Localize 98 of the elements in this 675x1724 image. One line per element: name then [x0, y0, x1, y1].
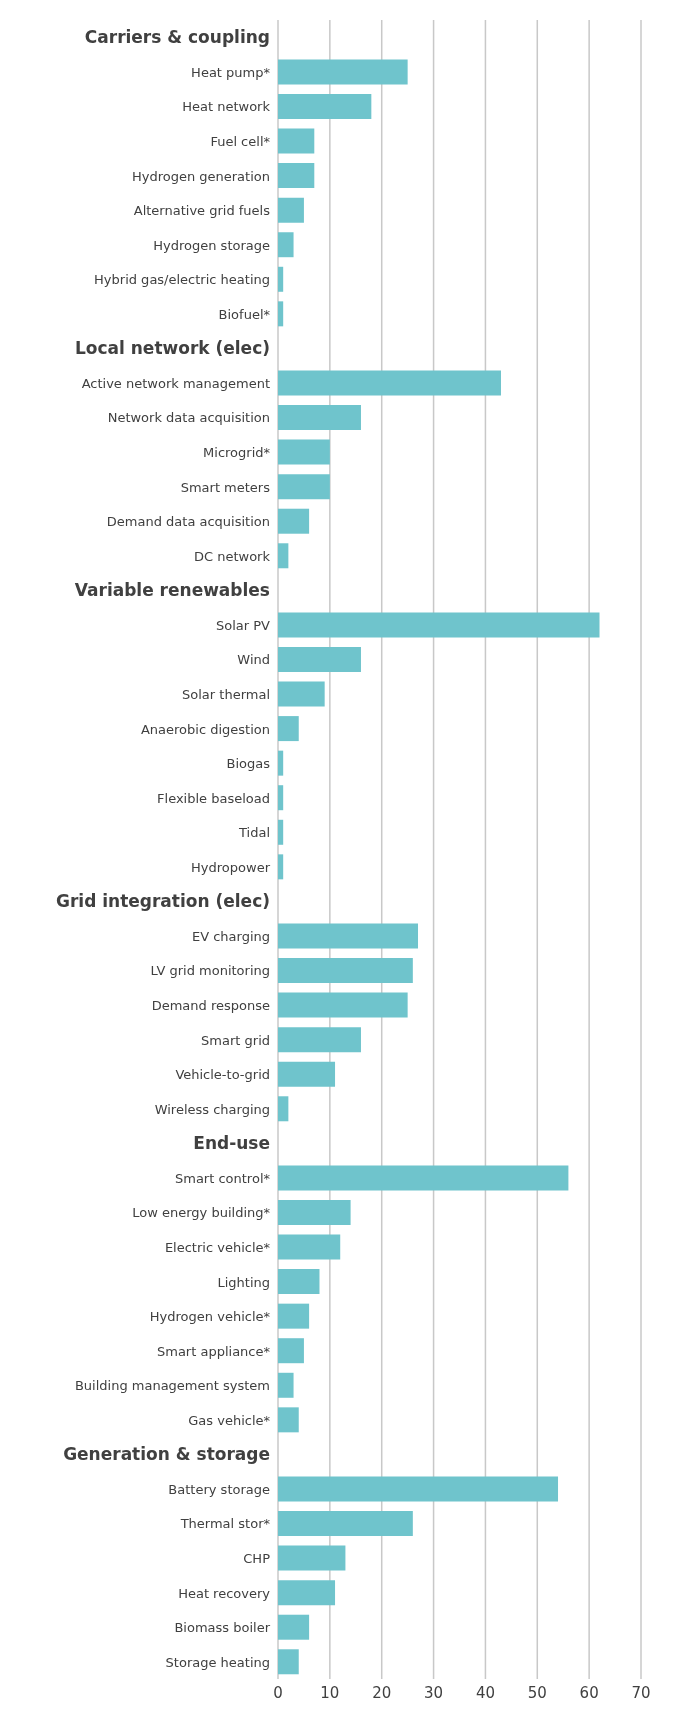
x-tick-label: 70 [631, 1683, 651, 1702]
y-tick-label: Electric vehicle* [164, 1239, 271, 1255]
bar [278, 59, 408, 85]
bar [278, 1338, 304, 1364]
y-tick-label: Thermal stor* [179, 1516, 271, 1532]
y-tick-label: DC network [193, 548, 271, 564]
y-tick-label: Tidal [238, 825, 270, 841]
bar [278, 1649, 299, 1675]
bar [278, 1027, 361, 1053]
x-tick-label: 60 [579, 1683, 599, 1702]
y-tick-label: CHP [243, 1551, 271, 1567]
x-tick-label: 20 [372, 1683, 392, 1702]
y-tick-label: Variable renewables [74, 580, 270, 601]
x-tick-label: 40 [475, 1683, 495, 1702]
y-tick-label: Smart grid [201, 1032, 270, 1048]
y-tick-label: Flexible baseload [157, 790, 270, 806]
y-tick-label: Carriers & coupling [84, 27, 270, 48]
bar [278, 1614, 310, 1640]
y-tick-label: Hydropower [191, 859, 271, 875]
bar [278, 1061, 336, 1087]
y-tick-label: Biogas [226, 756, 271, 772]
bar [278, 1407, 299, 1433]
bar [278, 370, 501, 396]
bar [278, 1580, 336, 1606]
bar [278, 646, 361, 672]
bar [278, 750, 284, 776]
y-tick-label: Storage heating [165, 1654, 270, 1670]
y-tick-label: End-use [193, 1133, 270, 1154]
bar [278, 854, 284, 880]
y-tick-label: Solar thermal [182, 686, 270, 702]
y-tick-label: Heat recovery [178, 1585, 271, 1601]
y-tick-label: Wind [237, 652, 270, 668]
y-tick-label: Hybrid gas/electric heating [94, 272, 270, 288]
bar [278, 612, 600, 638]
y-tick-label: Hydrogen generation [131, 168, 270, 184]
x-tick-label: 10 [320, 1683, 340, 1702]
bar [278, 1269, 320, 1295]
bar [278, 128, 315, 154]
bar [278, 958, 413, 984]
y-tick-label: Smart appliance* [156, 1343, 271, 1359]
bar [278, 1372, 294, 1398]
y-tick-label: Hydrogen vehicle* [149, 1309, 271, 1325]
y-tick-label: Fuel cell* [210, 133, 271, 149]
y-tick-label: LV grid monitoring [150, 963, 270, 979]
y-tick-label: Low energy building* [132, 1205, 271, 1221]
bar [278, 1165, 569, 1191]
bar [278, 992, 408, 1018]
x-tick-label: 0 [273, 1683, 283, 1702]
y-tick-label: Alternative grid fuels [133, 203, 271, 219]
y-tick-label: Gas vehicle* [188, 1412, 271, 1428]
y-tick-label: Heat network [182, 99, 271, 115]
x-tick-label: 30 [424, 1683, 444, 1702]
y-tick-label: Vehicle-to-grid [175, 1067, 270, 1083]
bar [278, 1476, 559, 1502]
y-tick-label: Wireless charging [154, 1101, 270, 1117]
x-tick-label: 50 [527, 1683, 547, 1702]
y-tick-label: Demand data acquisition [106, 514, 270, 530]
y-tick-label: Active network management [81, 375, 270, 391]
bar [278, 232, 294, 258]
bar [278, 1199, 351, 1225]
y-tick-label: Anaerobic digestion [140, 721, 270, 737]
y-tick-label: Battery storage [168, 1481, 270, 1497]
bar [278, 93, 372, 119]
bar [278, 405, 361, 431]
y-tick-label: Biomass boiler [174, 1620, 271, 1636]
bar [278, 923, 419, 949]
bar [278, 1096, 289, 1122]
y-tick-label: Lighting [217, 1274, 270, 1290]
bar [278, 819, 284, 845]
bar [278, 543, 289, 569]
y-tick-label: Biofuel* [218, 306, 271, 322]
y-tick-label: Building management system [74, 1378, 270, 1394]
y-tick-label: Smart meters [180, 479, 271, 495]
y-tick-label: Solar PV [216, 617, 271, 633]
bar [278, 301, 284, 327]
y-tick-label: EV charging [191, 928, 270, 944]
bar [278, 1511, 413, 1537]
bar [278, 266, 284, 292]
bar [278, 716, 299, 742]
bar [278, 681, 325, 707]
bar [278, 785, 284, 811]
y-tick-label: Smart control* [174, 1170, 271, 1186]
y-tick-label: Local network (elec) [74, 338, 270, 359]
bar [278, 508, 310, 534]
y-tick-label: Microgrid* [203, 445, 271, 461]
bar [278, 1303, 310, 1329]
bar [278, 439, 330, 465]
bar [278, 1545, 346, 1571]
y-tick-label: Heat pump* [191, 64, 271, 80]
bar [278, 1234, 341, 1260]
y-tick-label: Network data acquisition [107, 410, 270, 426]
y-tick-label: Grid integration (elec) [55, 891, 270, 912]
bar [278, 163, 315, 189]
y-tick-label: Generation & storage [63, 1444, 270, 1465]
bar [278, 197, 304, 223]
bar [278, 474, 330, 500]
y-tick-label: Hydrogen storage [153, 237, 270, 253]
y-tick-label: Demand response [151, 998, 270, 1014]
